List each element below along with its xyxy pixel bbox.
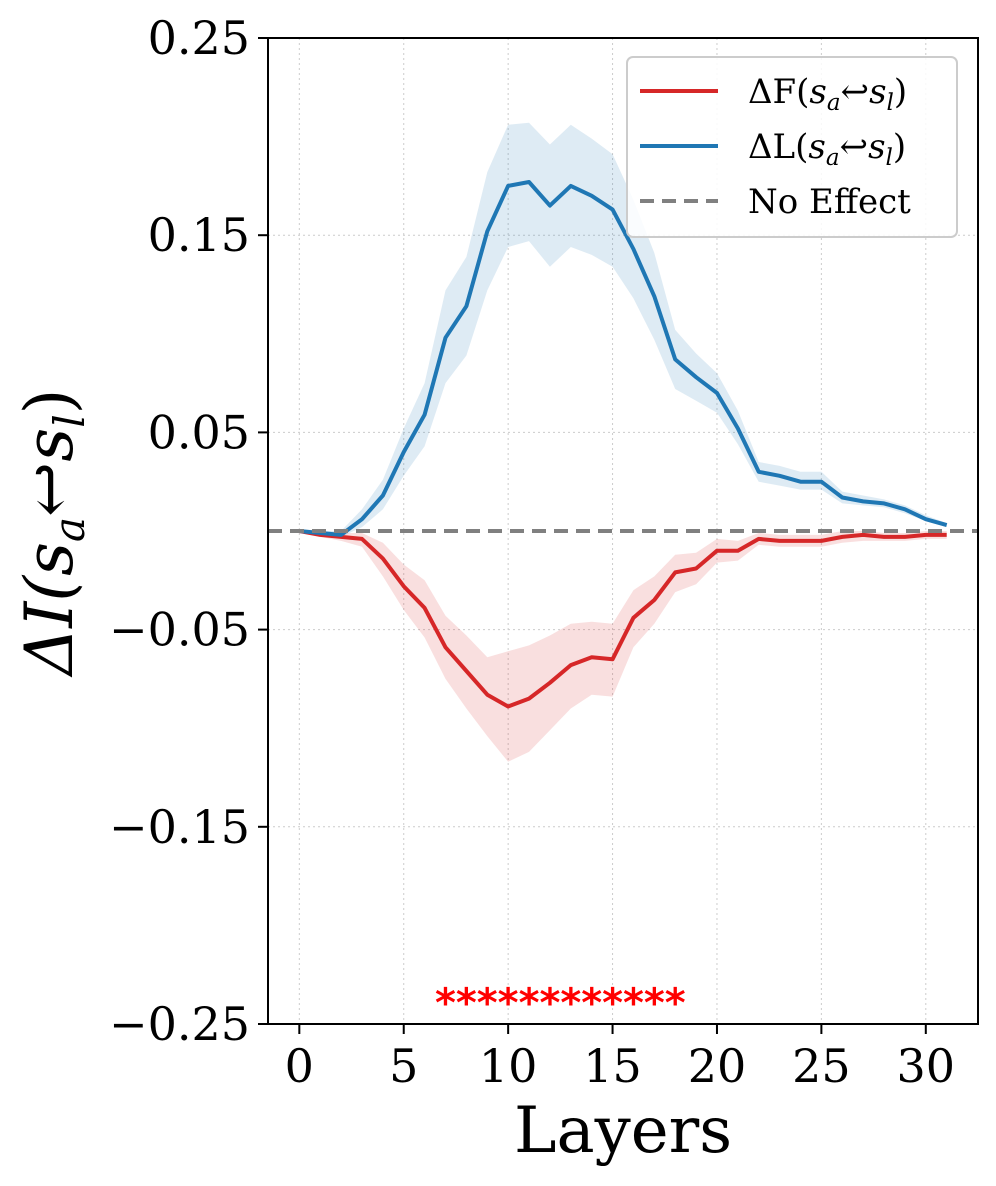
x-axis-title: Layers [514, 1094, 732, 1168]
significance-marker: * [581, 980, 602, 1026]
x-tick-label: 25 [792, 1039, 851, 1093]
x-axis-ticks: 0 5 10 15 20 25 30 [285, 1024, 955, 1093]
x-tick-label: 20 [688, 1039, 747, 1093]
significance-marker: * [665, 980, 686, 1026]
significance-marker: * [519, 980, 540, 1026]
series-line-1 [299, 180, 948, 537]
series-lines [268, 180, 978, 709]
significance-markers: * * * * * * * * * * * * [435, 980, 686, 1026]
confidence-bands [299, 122, 947, 762]
confidence-band-0 [299, 531, 947, 762]
series-line-0 [298, 529, 947, 709]
x-tick-label: 5 [389, 1039, 418, 1093]
significance-marker: * [477, 980, 498, 1026]
significance-marker: * [456, 980, 477, 1026]
plot-frame [267, 37, 979, 1025]
significance-marker: * [644, 980, 665, 1026]
y-axis-ticks: 0.25 0.15 0.05 −0.05 −0.15 −0.25 [109, 11, 268, 1051]
y-tick-label: 0.05 [148, 405, 250, 459]
legend-box [626, 56, 958, 238]
legend: ΔF(sa↩sl) ΔL(sa↩sl) No Effect [626, 56, 958, 238]
y-tick-label: 0.25 [148, 11, 250, 65]
y-tick-label: 0.15 [148, 208, 250, 262]
x-tick-label: 0 [285, 1039, 314, 1093]
y-tick-label: −0.05 [109, 603, 250, 657]
y-tick-label: −0.15 [109, 800, 250, 854]
legend-label-l: ΔL(sa↩sl) [748, 127, 906, 171]
significance-marker: * [623, 980, 644, 1026]
significance-marker: * [602, 980, 623, 1026]
x-tick-label: 15 [583, 1039, 642, 1093]
significance-marker: * [539, 980, 560, 1026]
legend-label-no-effect: No Effect [748, 182, 911, 222]
y-axis-title: ΔI(sa↩sl) [11, 389, 94, 679]
confidence-band-1 [299, 122, 947, 537]
significance-marker: * [498, 980, 519, 1026]
x-tick-label: 10 [479, 1039, 538, 1093]
x-tick-label: 30 [897, 1039, 956, 1093]
significance-marker: * [435, 980, 456, 1026]
legend-label-f: ΔF(sa↩sl) [748, 72, 907, 116]
significance-marker: * [560, 980, 581, 1026]
y-tick-label: −0.25 [109, 997, 250, 1051]
